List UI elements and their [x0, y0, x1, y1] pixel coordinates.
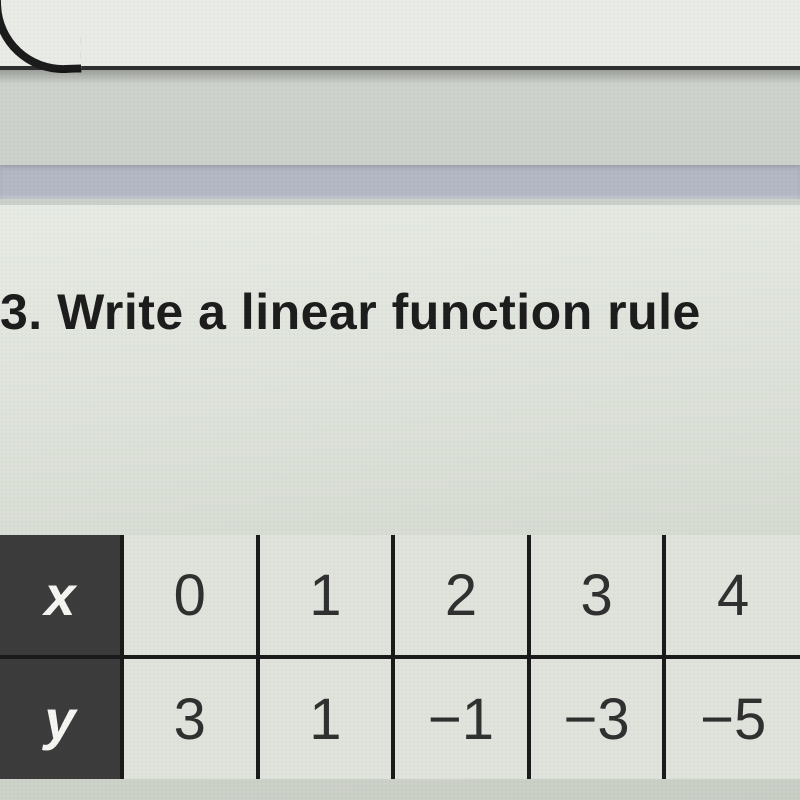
cell-x-1: 1 [258, 535, 394, 657]
worksheet-content: 3. Write a linear function rule x 0 1 2 … [0, 205, 800, 800]
cell-y-0: 3 [122, 657, 258, 779]
cell-y-2: −1 [393, 657, 529, 779]
question-body: Write a linear function rule [57, 284, 701, 340]
question-number: 3. [0, 284, 43, 340]
page-top-edge [0, 0, 800, 70]
partial-letter-mark [0, 0, 81, 75]
row-header-y: y [0, 657, 122, 779]
cell-x-3: 3 [529, 535, 665, 657]
table-row: y 3 1 −1 −3 −5 [0, 657, 800, 779]
cell-x-0: 0 [122, 535, 258, 657]
cell-y-3: −3 [529, 657, 665, 779]
cell-x-2: 2 [393, 535, 529, 657]
question-text: 3. Write a linear function rule [0, 283, 800, 341]
cell-y-4: −5 [664, 657, 800, 779]
cell-y-1: 1 [258, 657, 394, 779]
cell-x-4: 4 [664, 535, 800, 657]
worksheet-photo: 3. Write a linear function rule x 0 1 2 … [0, 0, 800, 800]
horizontal-divider [0, 165, 800, 199]
table-row: x 0 1 2 3 4 [0, 535, 800, 657]
xy-table: x 0 1 2 3 4 y 3 1 −1 −3 −5 [0, 535, 800, 779]
row-header-x: x [0, 535, 122, 657]
